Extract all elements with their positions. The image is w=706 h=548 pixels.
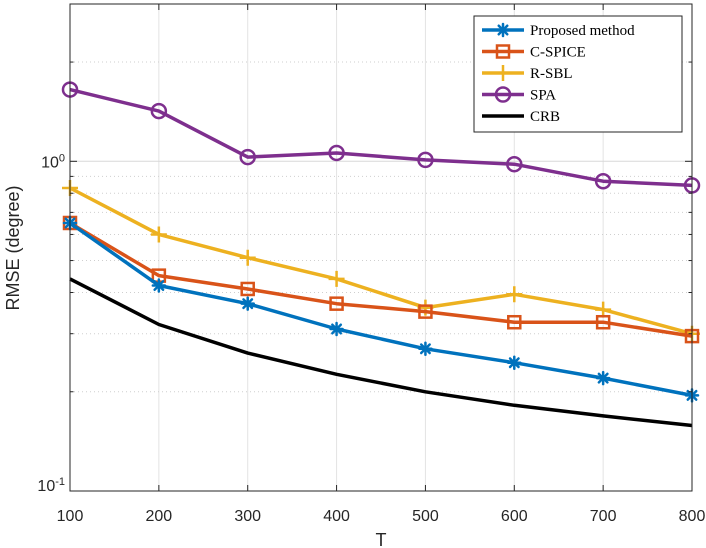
data-point-r-sbl — [595, 301, 612, 318]
series-spa — [61, 81, 701, 194]
data-point-spa — [506, 155, 523, 173]
data-point-proposed-method — [329, 321, 344, 337]
data-point-c-spice — [240, 281, 255, 297]
data-point-proposed-method — [151, 278, 167, 293]
series-line-r-sbl — [69, 186, 693, 336]
legend-marker-r-sbl — [495, 65, 511, 81]
series-crb — [69, 277, 693, 428]
y-tick-label: 100 — [41, 152, 65, 171]
x-tick-label: 300 — [234, 508, 261, 525]
data-point-c-spice — [595, 314, 611, 330]
data-point-spa — [239, 148, 256, 166]
data-point-spa — [328, 144, 345, 162]
data-point-proposed-method — [595, 370, 611, 386]
data-point-r-sbl — [239, 249, 256, 266]
series-proposed-method — [62, 215, 700, 403]
legend-label-proposed-method: Proposed method — [530, 23, 635, 39]
legend-label-spa: SPA — [530, 88, 556, 104]
legend-label-crb: CRB — [530, 109, 560, 125]
data-point-r-sbl — [328, 270, 345, 287]
y-axis-label: RMSE (degree) — [3, 185, 23, 310]
data-point-c-spice — [329, 296, 344, 311]
data-point-proposed-method — [240, 296, 255, 311]
x-tick-label: 800 — [679, 508, 706, 525]
data-point-spa — [417, 151, 434, 169]
series-line-c-spice — [69, 221, 693, 338]
series-line-crb — [69, 277, 693, 428]
plot-frame — [69, 3, 693, 492]
x-tick-label: 400 — [323, 508, 350, 525]
data-point-c-spice — [418, 304, 433, 319]
series-line-proposed-method — [68, 221, 693, 398]
data-point-spa — [594, 172, 612, 190]
tick-labels: 100 200 300 400 500 600 700 800 100 10-1 — [37, 152, 705, 525]
legend: Proposed method C-SPICE R-SBL SPA CRB — [473, 15, 683, 133]
x-tick-label: 100 — [57, 508, 84, 525]
x-tick-label: 500 — [412, 508, 439, 525]
legend-marker-spa — [494, 86, 512, 103]
data-point-r-sbl — [506, 286, 523, 303]
data-point-r-sbl — [150, 226, 167, 243]
legend-marker-proposed-method — [495, 22, 511, 38]
x-tick-label: 600 — [501, 508, 528, 525]
y-tick-label: 10-1 — [37, 476, 65, 495]
series-line-spa — [69, 87, 693, 188]
data-point-proposed-method — [507, 355, 522, 370]
data-point-proposed-method — [418, 341, 433, 357]
x-tick-label: 200 — [146, 508, 173, 525]
axis-ticks — [69, 3, 693, 491]
x-axis-label: T — [376, 530, 387, 548]
x-tick-label: 700 — [590, 508, 617, 525]
legend-marker-c-spice — [495, 44, 511, 59]
data-point-spa — [150, 102, 168, 120]
grid-lines — [70, 3, 692, 491]
data-point-c-spice — [507, 314, 522, 330]
legend-label-c-spice: C-SPICE — [530, 45, 586, 61]
series-layer — [61, 81, 701, 428]
legend-label-r-sbl: R-SBL — [530, 66, 573, 82]
